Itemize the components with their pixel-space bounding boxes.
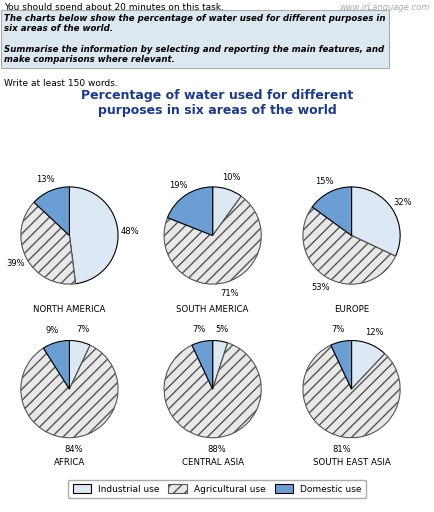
Text: 71%: 71% <box>220 289 239 298</box>
Wedge shape <box>303 207 395 284</box>
Text: Percentage of water used for different
purposes in six areas of the world: Percentage of water used for different p… <box>81 90 353 117</box>
Wedge shape <box>69 187 118 284</box>
Text: 9%: 9% <box>46 326 59 335</box>
Text: 84%: 84% <box>64 445 82 454</box>
Text: Write at least 150 words.: Write at least 150 words. <box>4 78 118 88</box>
Wedge shape <box>69 340 90 389</box>
Wedge shape <box>312 187 352 236</box>
Title: EUROPE: EUROPE <box>334 305 369 314</box>
Text: 15%: 15% <box>315 177 333 186</box>
Text: 7%: 7% <box>76 325 89 334</box>
Title: AFRICA: AFRICA <box>54 458 85 467</box>
Wedge shape <box>303 345 400 438</box>
Text: The charts below show the percentage of water used for different purposes in
six: The charts below show the percentage of … <box>4 14 386 65</box>
Text: 32%: 32% <box>394 199 412 207</box>
Text: 19%: 19% <box>169 181 188 190</box>
Text: 81%: 81% <box>333 444 352 454</box>
Wedge shape <box>164 343 261 438</box>
Text: 7%: 7% <box>332 325 345 334</box>
Wedge shape <box>168 187 213 236</box>
Wedge shape <box>213 187 241 236</box>
Text: www.irLanguage.com: www.irLanguage.com <box>339 3 430 12</box>
Wedge shape <box>213 340 228 389</box>
Wedge shape <box>164 196 261 284</box>
Text: 13%: 13% <box>36 175 55 184</box>
Wedge shape <box>21 202 76 284</box>
Legend: Industrial use, Agricultural use, Domestic use: Industrial use, Agricultural use, Domest… <box>68 480 366 498</box>
Wedge shape <box>34 187 69 236</box>
Text: 7%: 7% <box>193 325 206 334</box>
Wedge shape <box>192 340 213 389</box>
Wedge shape <box>352 340 385 389</box>
Text: 5%: 5% <box>216 325 229 334</box>
Text: 88%: 88% <box>207 445 226 454</box>
Text: 48%: 48% <box>121 227 139 236</box>
Title: SOUTH EAST ASIA: SOUTH EAST ASIA <box>312 458 391 467</box>
Text: 12%: 12% <box>365 328 383 337</box>
Text: 10%: 10% <box>222 173 241 182</box>
Wedge shape <box>21 345 118 438</box>
Wedge shape <box>43 340 69 389</box>
Title: SOUTH AMERICA: SOUTH AMERICA <box>177 305 249 314</box>
Text: You should spend about 20 minutes on this task.: You should spend about 20 minutes on thi… <box>4 3 224 12</box>
Wedge shape <box>331 340 352 389</box>
Title: CENTRAL ASIA: CENTRAL ASIA <box>182 458 243 467</box>
Title: NORTH AMERICA: NORTH AMERICA <box>33 305 105 314</box>
Text: 39%: 39% <box>6 259 25 268</box>
Wedge shape <box>352 187 400 256</box>
Text: 53%: 53% <box>311 283 330 292</box>
